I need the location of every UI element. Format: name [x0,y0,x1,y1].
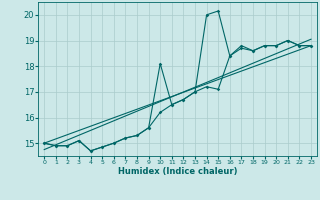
X-axis label: Humidex (Indice chaleur): Humidex (Indice chaleur) [118,167,237,176]
